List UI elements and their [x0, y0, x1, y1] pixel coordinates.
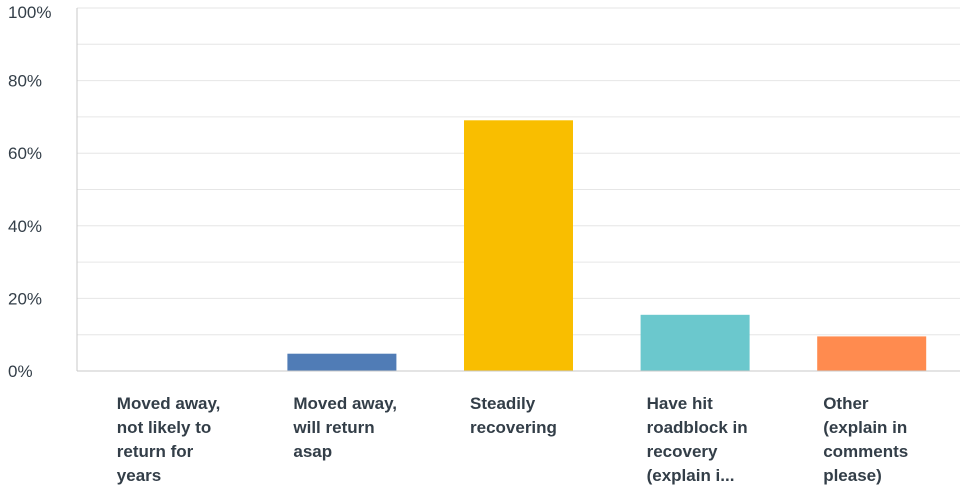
y-tick-labels: 0% 20% 40% 60% 80% 100% [8, 3, 51, 381]
bar [817, 336, 927, 371]
y-tick-label: 80% [8, 72, 42, 91]
bar [464, 120, 573, 371]
x-category-label: Moved away, will return asap [293, 394, 398, 461]
x-category-label: Other (explain in comments please) [823, 394, 909, 485]
y-tick-label: 0% [8, 362, 33, 381]
x-category-label: Steadily recovering [470, 394, 557, 437]
bar [287, 353, 397, 371]
bar [640, 314, 750, 371]
y-tick-label: 40% [8, 217, 42, 236]
y-tick-label: 20% [8, 289, 42, 308]
bars [287, 120, 927, 371]
x-category-label: Moved away, not likely to return for yea… [116, 394, 221, 485]
axes [76, 8, 960, 372]
y-tick-label: 60% [8, 144, 42, 163]
x-category-label: Have hit roadblock in recovery (explain … [646, 394, 748, 485]
y-tick-label: 100% [8, 3, 51, 22]
